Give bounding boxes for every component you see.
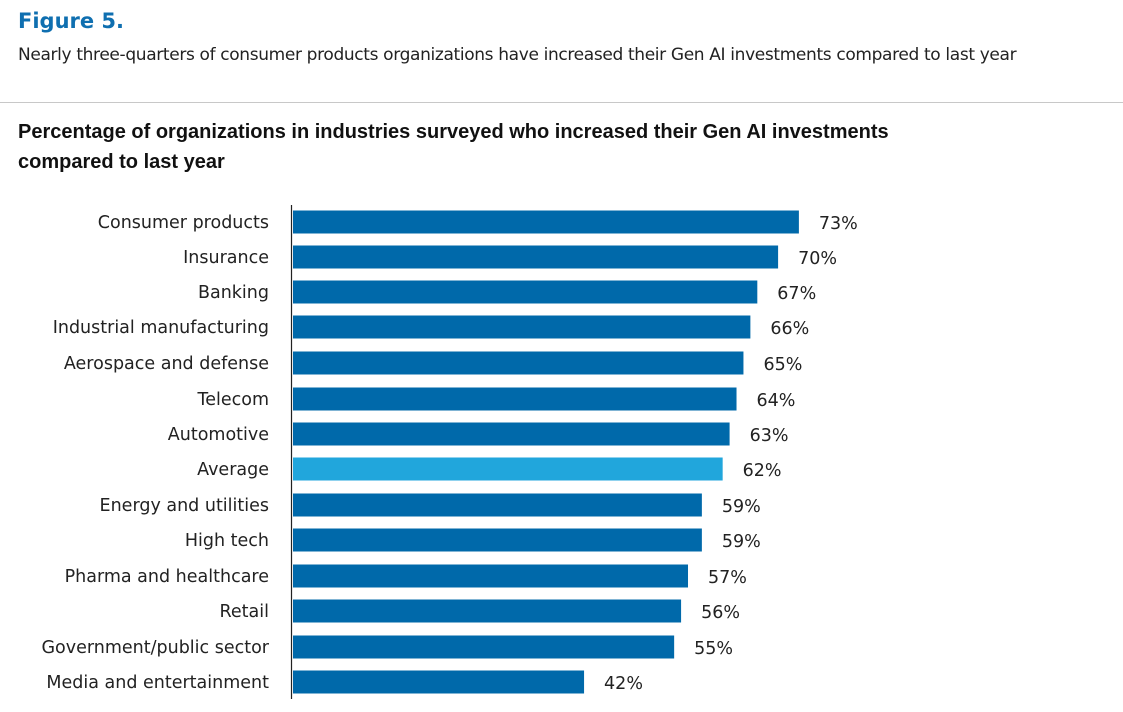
data-label: 73%	[819, 214, 858, 234]
category-label: Consumer products	[98, 213, 269, 233]
data-label: 42%	[604, 674, 643, 694]
category-label: Telecom	[197, 390, 270, 410]
data-label: 66%	[770, 319, 809, 339]
bar	[293, 351, 744, 375]
data-label: 64%	[757, 391, 796, 411]
category-label: Average	[197, 460, 269, 480]
category-label: High tech	[185, 531, 269, 551]
category-label: Media and entertainment	[46, 673, 269, 693]
bar	[293, 670, 585, 694]
bar-average	[293, 457, 723, 481]
category-label: Energy and utilities	[100, 496, 269, 516]
bar	[293, 493, 702, 517]
bar	[293, 280, 758, 304]
category-label: Retail	[220, 602, 269, 622]
data-label: 57%	[708, 568, 747, 588]
category-label: Insurance	[183, 248, 269, 268]
data-label: 59%	[722, 532, 761, 552]
category-label: Banking	[198, 283, 269, 303]
figure-subtitle: Nearly three-quarters of consumer produc…	[18, 45, 1017, 65]
category-label: Government/public sector	[41, 638, 269, 658]
bar	[293, 245, 779, 269]
category-label: Aerospace and defense	[64, 354, 269, 374]
bar	[293, 422, 730, 446]
category-label: Industrial manufacturing	[53, 318, 269, 338]
data-label: 67%	[777, 284, 816, 304]
chart-title: Percentage of organizations in industrie…	[18, 121, 889, 173]
category-label: Pharma and healthcare	[65, 567, 269, 587]
bar	[293, 387, 737, 411]
data-label: 56%	[701, 603, 740, 623]
bars-layer: Consumer products 73% Insurance 70% Banking 6…	[41, 210, 858, 694]
data-label: 55%	[694, 639, 733, 659]
bar	[293, 210, 799, 234]
bar	[293, 635, 675, 659]
data-label: 59%	[722, 497, 761, 517]
figure-label: Figure 5.	[18, 9, 125, 33]
data-label: 70%	[798, 249, 837, 269]
bar	[293, 315, 751, 339]
data-label: 65%	[763, 355, 802, 375]
data-label: 63%	[750, 426, 789, 446]
divider	[0, 102, 1123, 103]
category-label: Automotive	[168, 425, 269, 445]
bar	[293, 528, 702, 552]
bar	[293, 564, 689, 588]
data-label: 62%	[743, 461, 782, 481]
bar	[293, 599, 682, 623]
